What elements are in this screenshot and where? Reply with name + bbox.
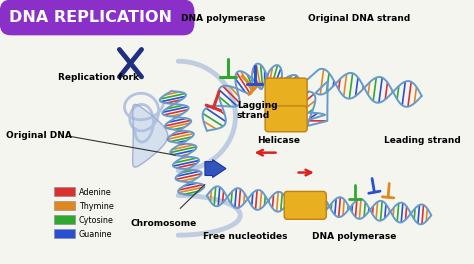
Text: Helicase: Helicase <box>257 136 301 145</box>
Text: Replication fork: Replication fork <box>58 73 139 82</box>
Polygon shape <box>133 105 168 167</box>
Text: Leading strand: Leading strand <box>384 136 461 145</box>
Text: Original DNA strand: Original DNA strand <box>308 14 410 23</box>
Text: DNA polymerase: DNA polymerase <box>311 232 396 241</box>
Text: Cytosine: Cytosine <box>79 216 114 225</box>
FancyBboxPatch shape <box>0 0 194 35</box>
Text: Chromosome: Chromosome <box>130 219 197 228</box>
FancyBboxPatch shape <box>284 191 326 219</box>
FancyBboxPatch shape <box>265 106 307 132</box>
Text: Guanine: Guanine <box>79 230 112 239</box>
Bar <box>54 229 75 238</box>
Bar <box>54 215 75 224</box>
Text: Free nucleotides: Free nucleotides <box>203 232 287 241</box>
Text: Thymine: Thymine <box>79 202 114 211</box>
Bar <box>54 201 75 210</box>
Text: Adenine: Adenine <box>79 188 112 197</box>
Text: Lagging
strand: Lagging strand <box>237 101 278 120</box>
Bar <box>54 187 75 196</box>
Text: Original DNA: Original DNA <box>6 131 72 140</box>
FancyArrow shape <box>205 160 226 177</box>
Text: DNA polymerase: DNA polymerase <box>181 14 265 23</box>
FancyBboxPatch shape <box>265 78 307 108</box>
Text: DNA REPLICATION: DNA REPLICATION <box>9 10 172 25</box>
